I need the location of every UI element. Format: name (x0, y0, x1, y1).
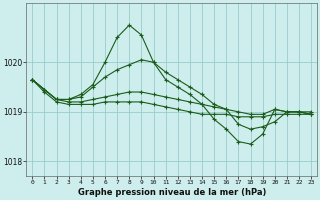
X-axis label: Graphe pression niveau de la mer (hPa): Graphe pression niveau de la mer (hPa) (77, 188, 266, 197)
